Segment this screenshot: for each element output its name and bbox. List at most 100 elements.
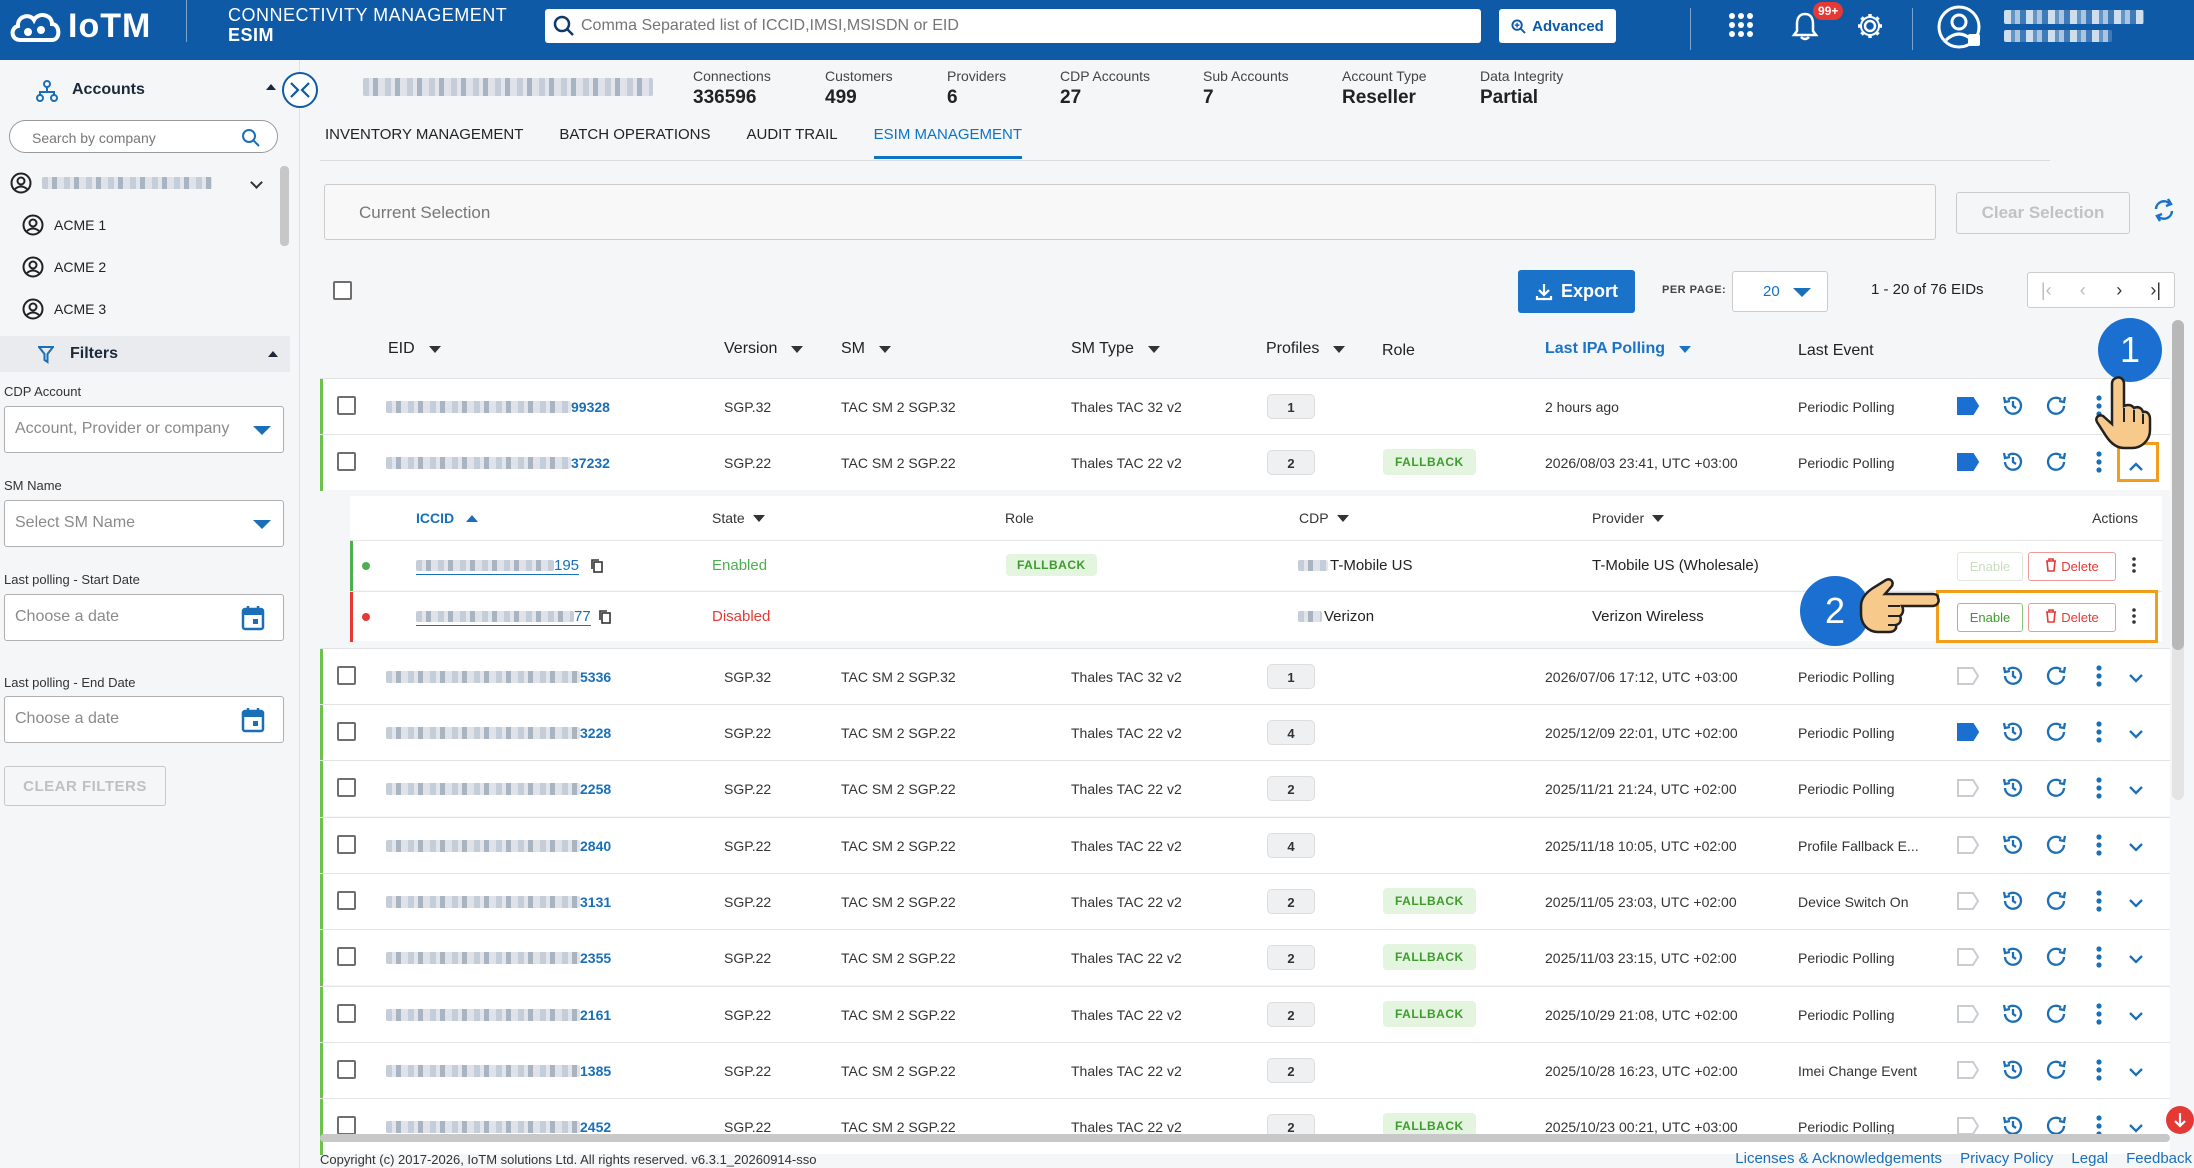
footer-link-legal[interactable]: Legal <box>2071 1150 2109 1167</box>
first-page-icon[interactable]: |‹ <box>2040 279 2052 300</box>
eid-suffix[interactable]: 37232 <box>571 455 610 471</box>
tab-esim-management[interactable]: ESIM MANAGEMENT <box>873 126 1023 159</box>
chevron-down-icon[interactable] <box>2123 946 2149 972</box>
table-row[interactable]: 2452 SGP.22 TAC SM 2 SGP.22 Thales TAC 22 v… <box>320 1098 2170 1155</box>
delete-button[interactable]: Delete <box>2028 552 2116 581</box>
history-icon[interactable] <box>2000 719 2026 745</box>
iccid-suffix[interactable]: 77 <box>574 608 591 625</box>
profiles-count-badge[interactable]: 2 <box>1267 1002 1315 1027</box>
history-icon[interactable] <box>2000 944 2026 970</box>
tag-icon[interactable] <box>1955 1113 1981 1139</box>
end-date-input[interactable]: Choose a date <box>4 696 284 743</box>
eid-cell[interactable]: 3228 <box>386 725 611 741</box>
row-checkbox[interactable] <box>337 1004 356 1023</box>
row-checkbox[interactable] <box>337 1060 356 1079</box>
cdp-account-select[interactable]: Account, Provider or company <box>4 406 284 453</box>
chevron-up-icon[interactable] <box>2123 453 2149 479</box>
apps-grid-icon[interactable] <box>1726 10 1756 40</box>
more-options-icon[interactable] <box>2086 1001 2112 1027</box>
eid-suffix[interactable]: 2161 <box>580 1007 612 1023</box>
tag-icon[interactable] <box>1955 393 1981 419</box>
sm-name-select[interactable]: Select SM Name <box>4 500 284 547</box>
more-options-icon[interactable] <box>2131 557 2137 577</box>
eid-suffix[interactable]: 2258 <box>580 781 612 797</box>
eid-cell[interactable]: 5336 <box>386 669 611 685</box>
iccid-cell[interactable]: 195 <box>416 557 580 575</box>
eid-cell[interactable]: 37232 <box>386 455 610 471</box>
table-row[interactable]: 2355 SGP.22 TAC SM 2 SGP.22 Thales TAC 22 v… <box>320 929 2170 986</box>
clear-selection-button[interactable]: Clear Selection <box>1956 192 2130 234</box>
logo[interactable]: IoTM <box>8 6 151 46</box>
more-options-icon[interactable] <box>2131 608 2137 628</box>
profiles-count-badge[interactable]: 2 <box>1267 1058 1315 1083</box>
tag-icon[interactable] <box>1955 944 1981 970</box>
chevron-down-icon[interactable] <box>2123 777 2149 803</box>
eid-cell[interactable]: 2161 <box>386 1007 611 1023</box>
chevron-down-icon[interactable] <box>2123 1003 2149 1029</box>
sub-column-provider[interactable]: Provider <box>1592 510 1665 526</box>
refresh-icon[interactable] <box>2043 775 2069 801</box>
eid-suffix[interactable]: 5336 <box>580 669 612 685</box>
table-row[interactable]: 2258 SGP.22 TAC SM 2 SGP.22 Thales TAC 22 v… <box>320 760 2170 817</box>
more-options-icon[interactable] <box>2086 719 2112 745</box>
global-search[interactable] <box>545 9 1481 43</box>
eid-cell[interactable]: 1385 <box>386 1063 611 1079</box>
company-search-input[interactable]: Search by company <box>9 120 278 153</box>
more-options-icon[interactable] <box>2086 449 2112 475</box>
row-checkbox[interactable] <box>337 396 356 415</box>
eid-cell[interactable]: 2258 <box>386 781 611 797</box>
tag-icon[interactable] <box>1955 775 1981 801</box>
tag-icon[interactable] <box>1955 888 1981 914</box>
eid-cell[interactable]: 2355 <box>386 950 611 966</box>
eid-suffix[interactable]: 2355 <box>580 950 612 966</box>
account-item[interactable]: ACME 1 <box>22 214 106 236</box>
refresh-icon[interactable] <box>2043 888 2069 914</box>
advanced-search-button[interactable]: Advanced <box>1499 9 1616 43</box>
chevron-down-icon[interactable] <box>2123 890 2149 916</box>
table-row[interactable]: 37232 SGP.22 TAC SM 2 SGP.22 Thales TAC 22 … <box>320 434 2170 491</box>
profiles-count-badge[interactable]: 2 <box>1267 945 1315 970</box>
tab-audit-trail[interactable]: AUDIT TRAIL <box>746 126 838 143</box>
tag-icon[interactable] <box>1955 1057 1981 1083</box>
footer-link-privacy[interactable]: Privacy Policy <box>1960 1150 2054 1167</box>
account-item[interactable]: ACME 3 <box>22 298 106 320</box>
horizontal-scrollbar[interactable] <box>320 1134 2170 1142</box>
profiles-count-badge[interactable]: 4 <box>1267 720 1315 745</box>
history-icon[interactable] <box>2000 393 2026 419</box>
current-selection-box[interactable]: Current Selection <box>324 184 1936 240</box>
table-row[interactable]: 2840 SGP.22 TAC SM 2 SGP.22 Thales TAC 22 v… <box>320 817 2170 874</box>
per-page-select[interactable]: 20 <box>1732 271 1828 312</box>
profiles-count-badge[interactable]: 4 <box>1267 833 1315 858</box>
eid-cell[interactable]: 2840 <box>386 838 611 854</box>
column-sm[interactable]: SM <box>841 340 891 358</box>
column-eid[interactable]: EID <box>388 340 441 358</box>
history-icon[interactable] <box>2000 1113 2026 1139</box>
refresh-icon[interactable] <box>2043 832 2069 858</box>
tag-icon[interactable] <box>1955 719 1981 745</box>
row-checkbox[interactable] <box>337 947 356 966</box>
copy-icon[interactable] <box>590 558 604 578</box>
accounts-section-header[interactable]: Accounts <box>0 68 299 112</box>
user-avatar-icon[interactable] <box>1936 4 1982 50</box>
profiles-count-badge[interactable]: 2 <box>1267 889 1315 914</box>
table-row[interactable]: 3131 SGP.22 TAC SM 2 SGP.22 Thales TAC 22 v… <box>320 873 2170 930</box>
history-icon[interactable] <box>2000 832 2026 858</box>
eid-suffix[interactable]: 3228 <box>580 725 612 741</box>
iccid-suffix[interactable]: 195 <box>554 557 580 574</box>
copy-icon[interactable] <box>598 609 612 629</box>
gear-icon[interactable] <box>1854 10 1886 42</box>
row-checkbox[interactable] <box>337 722 356 741</box>
profiles-count-badge[interactable]: 2 <box>1267 776 1315 801</box>
more-options-icon[interactable] <box>2086 1057 2112 1083</box>
refresh-icon[interactable] <box>2043 1001 2069 1027</box>
collapse-sidebar-button[interactable] <box>282 72 318 108</box>
row-checkbox[interactable] <box>337 1116 356 1135</box>
eid-suffix[interactable]: 2840 <box>580 838 612 854</box>
more-options-icon[interactable] <box>2086 888 2112 914</box>
chevron-down-icon[interactable] <box>2123 1059 2149 1085</box>
tag-icon[interactable] <box>1955 449 1981 475</box>
chevron-down-icon[interactable] <box>2123 721 2149 747</box>
footer-link-licenses[interactable]: Licenses & Acknowledgements <box>1735 1150 1943 1167</box>
chevron-down-icon[interactable] <box>2123 665 2149 691</box>
column-profiles[interactable]: Profiles <box>1266 340 1346 358</box>
